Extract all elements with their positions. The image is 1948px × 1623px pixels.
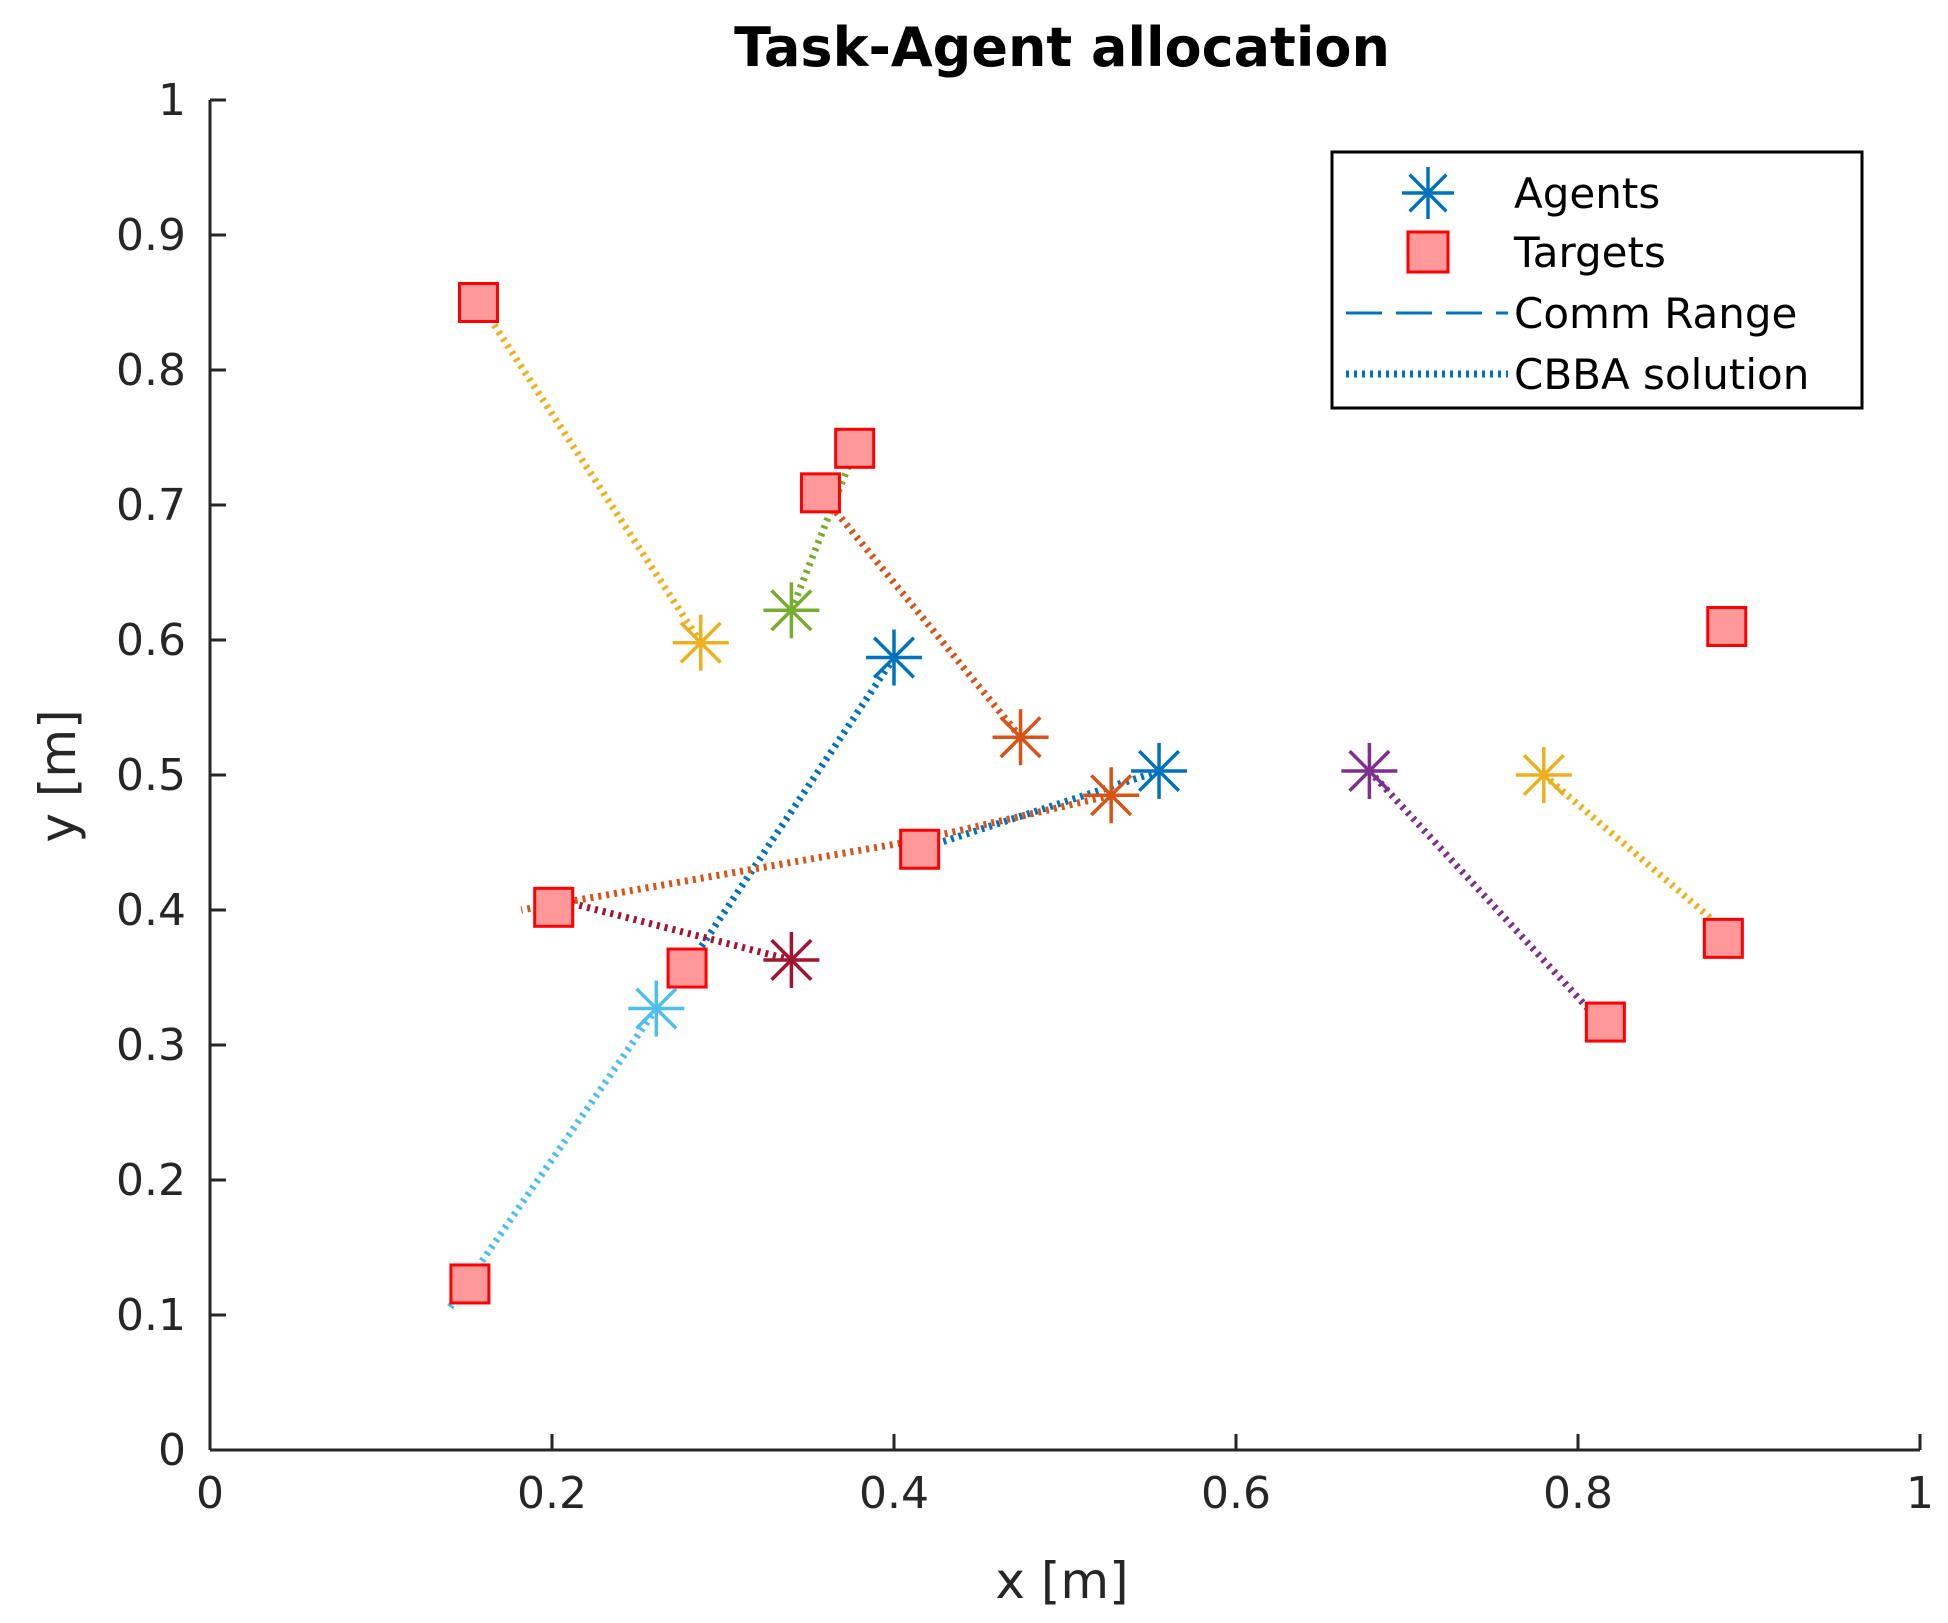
legend-label: Agents [1514,169,1660,218]
y-tick-label: 0.5 [116,750,186,801]
chart-title: Task-Agent allocation [734,16,1390,79]
y-tick-label: 0.2 [116,1155,186,1206]
agent-purple [1341,742,1398,799]
y-tick-label: 1 [158,75,186,126]
y-tick-label: 0.9 [116,210,186,261]
target-2 [834,427,876,469]
path-darkred [544,893,793,964]
y-tick-label: 0.4 [116,885,186,936]
agent-orange-1 [992,709,1049,766]
target-7 [666,947,708,989]
y-tick-label: 0 [158,1425,186,1476]
y-tick-label: 0.7 [116,480,186,531]
path-blue-1 [684,655,897,970]
target-3 [799,472,841,514]
agent-darkred [763,931,820,988]
x-tick-label: 0.8 [1543,1468,1613,1519]
targets-layer [449,282,1748,1305]
path-yellow-2 [1541,772,1743,947]
x-axis-label: x [m] [995,1552,1128,1610]
target-6 [533,886,575,928]
agent-green [763,582,820,639]
legend-targets-marker [1406,230,1450,274]
legend: Agents Targets Comm Range CBBA solution [1330,150,1864,410]
agent-blue-2 [1131,742,1188,799]
x-tick-label: 0.4 [859,1468,929,1519]
target-9 [1584,1001,1626,1043]
legend-label: Targets [1513,228,1666,277]
x-tick-label: 1 [1906,1468,1934,1519]
y-tick-label: 0.8 [116,345,186,396]
agent-blue-1 [866,629,922,686]
y-tick-label: 0.1 [116,1290,186,1341]
target-5 [899,828,941,870]
target-1 [457,282,499,323]
x-tick-label: 0.6 [1201,1468,1271,1519]
y-tick-label: 0.6 [116,615,186,666]
agent-cyan [628,980,685,1037]
target-4 [1706,606,1748,647]
path-blue-2 [918,767,1161,853]
legend-label: CBBA solution [1514,350,1809,399]
agent-orange-2 [1083,767,1140,824]
path-orange-2 [520,791,1112,914]
legend-agents-marker [1402,167,1454,219]
target-10 [449,1263,491,1305]
x-tick-label: 0.2 [517,1468,587,1519]
agent-yellow-2 [1515,747,1572,803]
target-8 [1702,917,1744,959]
y-axis-label: y [m] [29,709,87,842]
agents-layer [628,582,1572,1037]
axes: 0 0.2 0.4 0.6 0.8 1 0 0.1 0.2 0.3 0.4 0.5 0.6 0.7 0.8 0… [116,75,1934,1519]
y-tick-label: 0.3 [116,1020,186,1071]
agent-yellow-1 [672,614,729,671]
legend-label: Comm Range [1514,289,1797,338]
x-tick-label: 0 [196,1468,224,1519]
